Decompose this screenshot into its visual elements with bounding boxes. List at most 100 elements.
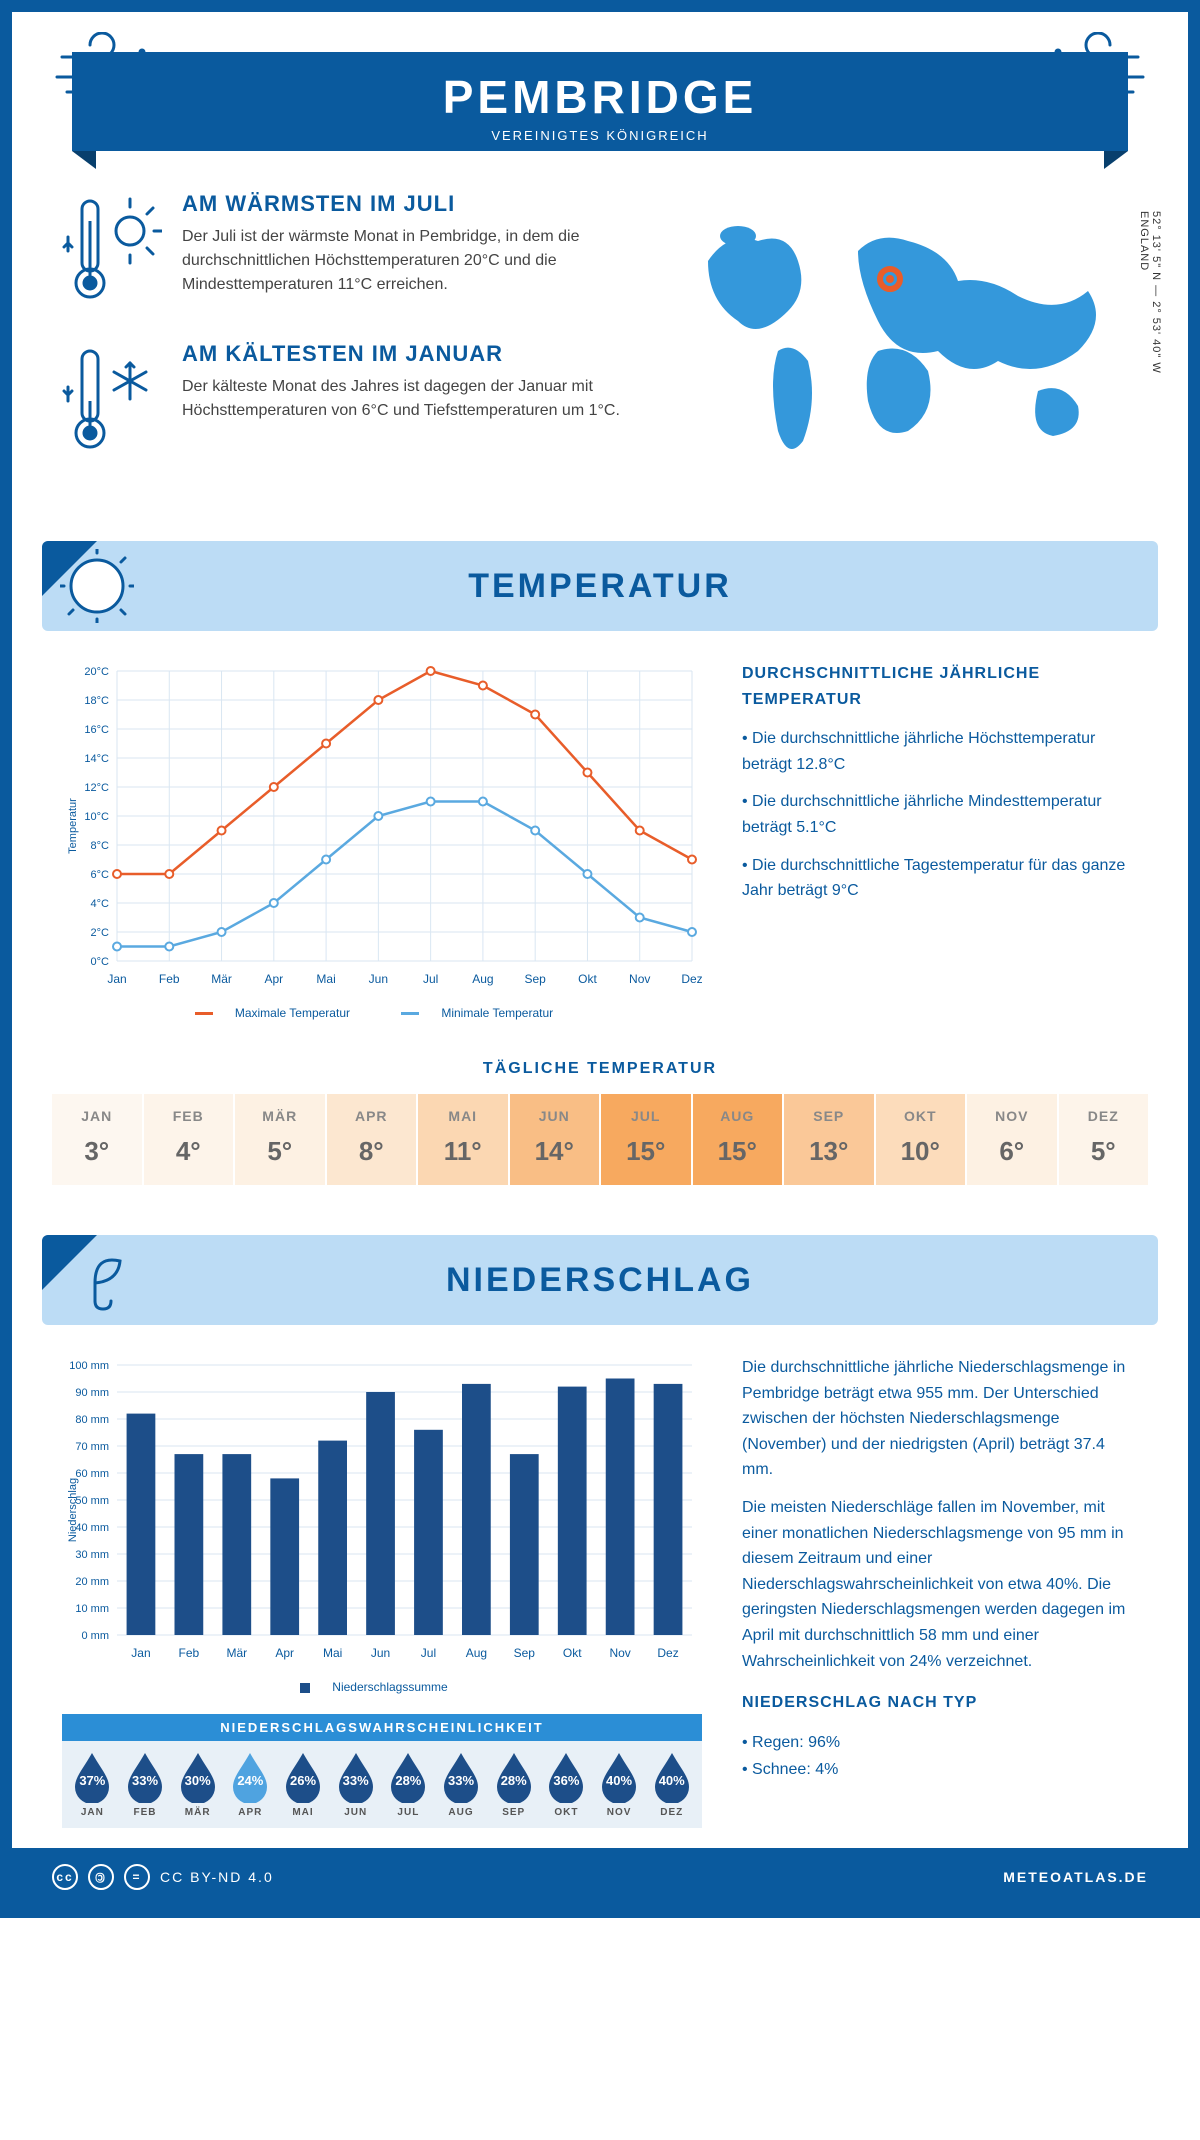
warm-title: AM WÄRMSTEN IM JULI: [182, 191, 638, 217]
world-map: 52° 13' 5" N — 2° 53' 40" WENGLAND: [678, 191, 1138, 491]
svg-text:30 mm: 30 mm: [75, 1549, 109, 1561]
prob-cell: 33%AUG: [435, 1751, 488, 1818]
svg-text:14°C: 14°C: [84, 753, 109, 765]
prob-cell: 37%JAN: [66, 1751, 119, 1818]
page: PEMBRIDGE VEREINIGTES KÖNIGREICH AM WÄRM…: [0, 0, 1200, 1918]
precip-section-title: NIEDERSCHLAG: [42, 1235, 1158, 1325]
svg-text:Nov: Nov: [629, 972, 650, 986]
country-name: VEREINIGTES KÖNIGREICH: [72, 128, 1128, 143]
temp-row: 0°C 2°C 4°C 6°C 8°C 10°C 12°C 14°C 16°C 18°C 20°C J…: [12, 651, 1188, 1040]
daily-cell: OKT10°: [876, 1094, 968, 1185]
warmest-fact: AM WÄRMSTEN IM JULI Der Juli ist der wär…: [62, 191, 638, 311]
daily-temp-title: TÄGLICHE TEMPERATUR: [12, 1060, 1188, 1078]
prob-cell: 28%JUL: [382, 1751, 435, 1818]
svg-text:50 mm: 50 mm: [75, 1495, 109, 1507]
temp-legend: Maximale Temperatur Minimale Temperatur: [62, 1006, 702, 1020]
svg-text:Okt: Okt: [563, 1646, 582, 1660]
daily-cell: NOV6°: [967, 1094, 1059, 1185]
daily-cell: AUG15°: [693, 1094, 785, 1185]
svg-text:80 mm: 80 mm: [75, 1414, 109, 1426]
svg-text:Apr: Apr: [275, 1646, 294, 1660]
footer: cc 🄯 = CC BY-ND 4.0 METEOATLAS.DE: [12, 1848, 1188, 1906]
svg-text:Mai: Mai: [316, 972, 335, 986]
prob-cell: 40%DEZ: [645, 1751, 698, 1818]
prob-cell: 36%OKT: [540, 1751, 593, 1818]
daily-cell: DEZ5°: [1059, 1094, 1149, 1185]
daily-cell: MÄR5°: [235, 1094, 327, 1185]
svg-text:Dez: Dez: [657, 1646, 678, 1660]
city-name: PEMBRIDGE: [72, 70, 1128, 124]
svg-text:Mär: Mär: [211, 972, 232, 986]
temp-heading: TEMPERATUR: [468, 567, 732, 606]
svg-text:Okt: Okt: [578, 972, 597, 986]
thermometer-snow-icon: [62, 341, 162, 461]
svg-text:Feb: Feb: [159, 972, 180, 986]
svg-text:40 mm: 40 mm: [75, 1522, 109, 1534]
daily-temp-strip: JAN3°FEB4°MÄR5°APR8°MAI11°JUN14°JUL15°AU…: [12, 1094, 1188, 1215]
by-icon: 🄯: [88, 1864, 114, 1890]
prob-cell: 30%MÄR: [171, 1751, 224, 1818]
nd-icon: =: [124, 1864, 150, 1890]
svg-text:6°C: 6°C: [91, 869, 110, 881]
temp-facts-text: DURCHSCHNITTLICHE JÄHRLICHE TEMPERATUR •…: [742, 661, 1138, 1020]
svg-text:60 mm: 60 mm: [75, 1468, 109, 1480]
svg-text:20°C: 20°C: [84, 666, 109, 678]
temp-line-chart: 0°C 2°C 4°C 6°C 8°C 10°C 12°C 14°C 16°C 18°C 20°C J…: [62, 661, 702, 991]
prob-cell: 33%FEB: [119, 1751, 172, 1818]
svg-text:8°C: 8°C: [91, 840, 110, 852]
svg-text:Nov: Nov: [609, 1646, 630, 1660]
prob-cell: 26%MAI: [277, 1751, 330, 1818]
svg-text:Mär: Mär: [226, 1646, 247, 1660]
svg-text:2°C: 2°C: [91, 927, 110, 939]
license-text: CC BY-ND 4.0: [160, 1869, 274, 1885]
svg-text:Temperatur: Temperatur: [67, 798, 79, 854]
coordinates: 52° 13' 5" N — 2° 53' 40" WENGLAND: [1138, 211, 1162, 374]
svg-text:Jan: Jan: [131, 1646, 150, 1660]
svg-text:Jul: Jul: [421, 1646, 436, 1660]
prob-cell: 24%APR: [224, 1751, 277, 1818]
precip-bar-chart: 0 mm10 mm20 mm30 mm40 mm50 mm60 mm70 mm8…: [62, 1355, 702, 1665]
temp-section-title: TEMPERATUR: [42, 541, 1158, 631]
svg-text:Aug: Aug: [466, 1646, 487, 1660]
coldest-fact: AM KÄLTESTEN IM JANUAR Der kälteste Mona…: [62, 341, 638, 461]
svg-text:Jan: Jan: [107, 972, 126, 986]
svg-text:100 mm: 100 mm: [69, 1360, 109, 1372]
svg-text:Jun: Jun: [369, 972, 388, 986]
svg-text:Dez: Dez: [681, 972, 702, 986]
svg-text:0 mm: 0 mm: [82, 1630, 110, 1642]
daily-cell: SEP13°: [784, 1094, 876, 1185]
svg-text:16°C: 16°C: [84, 724, 109, 736]
precip-legend: Niederschlagssumme: [62, 1680, 702, 1694]
cc-icon: cc: [52, 1864, 78, 1890]
svg-text:12°C: 12°C: [84, 782, 109, 794]
svg-text:90 mm: 90 mm: [75, 1387, 109, 1399]
prob-cell: 28%SEP: [487, 1751, 540, 1818]
precip-probability: NIEDERSCHLAGSWAHRSCHEINLICHKEIT 37%JAN33…: [62, 1714, 702, 1828]
umbrella-icon: [60, 1243, 130, 1313]
svg-text:Apr: Apr: [264, 972, 283, 986]
daily-cell: MAI11°: [418, 1094, 510, 1185]
prob-cell: 40%NOV: [593, 1751, 646, 1818]
svg-text:20 mm: 20 mm: [75, 1576, 109, 1588]
daily-cell: FEB4°: [144, 1094, 236, 1185]
svg-text:Jun: Jun: [371, 1646, 390, 1660]
title-banner: PEMBRIDGE VEREINIGTES KÖNIGREICH: [72, 52, 1128, 151]
svg-text:4°C: 4°C: [91, 898, 110, 910]
svg-text:Niederschlag: Niederschlag: [67, 1478, 79, 1542]
svg-text:18°C: 18°C: [84, 695, 109, 707]
map-svg: [678, 191, 1138, 471]
svg-text:Sep: Sep: [514, 1646, 536, 1660]
svg-text:Aug: Aug: [472, 972, 493, 986]
svg-text:0°C: 0°C: [91, 956, 110, 968]
precip-row: 0 mm10 mm20 mm30 mm40 mm50 mm60 mm70 mm8…: [12, 1345, 1188, 1848]
svg-text:70 mm: 70 mm: [75, 1441, 109, 1453]
svg-text:Feb: Feb: [179, 1646, 200, 1660]
svg-text:Mai: Mai: [323, 1646, 342, 1660]
summary-row: AM WÄRMSTEN IM JULI Der Juli ist der wär…: [12, 151, 1188, 521]
svg-text:10°C: 10°C: [84, 811, 109, 823]
daily-cell: JUL15°: [601, 1094, 693, 1185]
site-name: METEOATLAS.DE: [1003, 1869, 1148, 1885]
svg-text:Sep: Sep: [525, 972, 547, 986]
daily-cell: APR8°: [327, 1094, 419, 1185]
svg-text:Jul: Jul: [423, 972, 438, 986]
